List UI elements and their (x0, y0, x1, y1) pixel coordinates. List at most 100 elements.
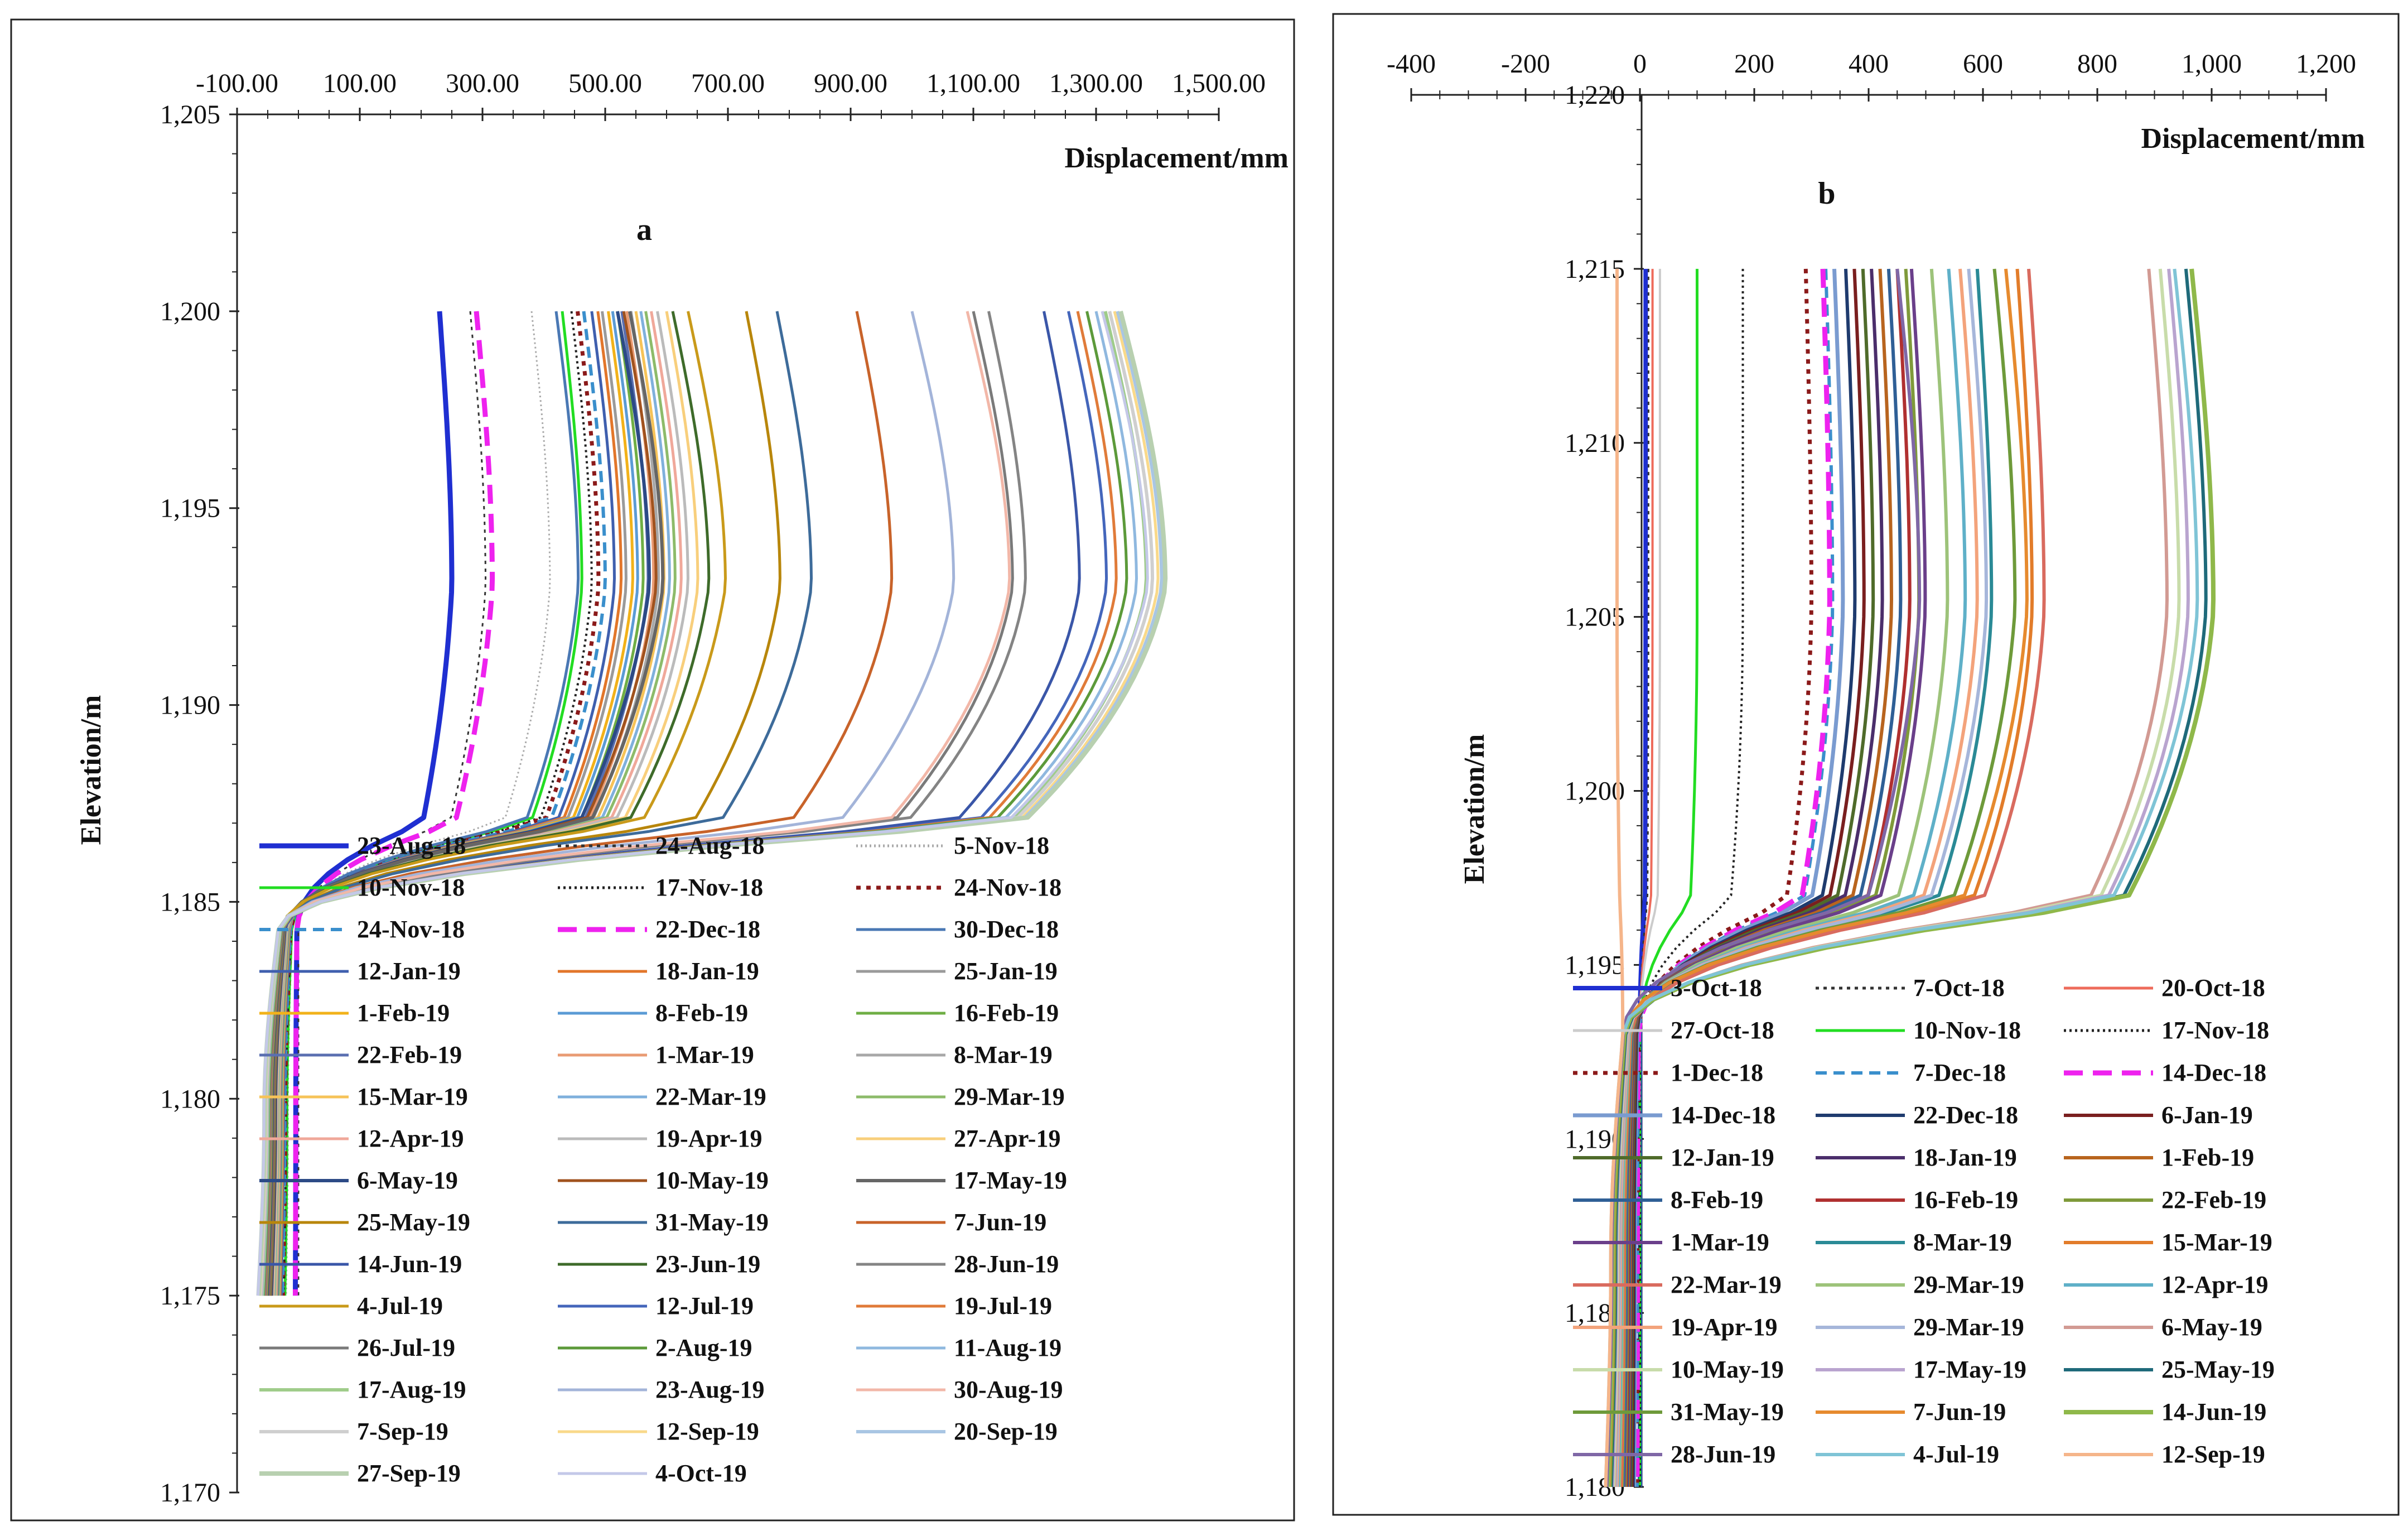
y-tick-label: 1,195 (160, 494, 220, 523)
series-line (1639, 268, 1744, 1487)
legend-label: 12-Jul-19 (655, 1292, 754, 1320)
legend-label: 25-Jan-19 (954, 957, 1058, 985)
legend-label: 7-Jun-19 (954, 1209, 1046, 1236)
legend-label: 12-Jan-19 (357, 957, 461, 985)
legend-label: 7-Sep-19 (357, 1418, 448, 1445)
x-tick-label: -400 (1387, 49, 1436, 79)
legend-label: 29-Mar-19 (954, 1083, 1065, 1110)
legend-label: 24-Nov-18 (357, 916, 465, 943)
legend-label: 18-Jan-19 (1913, 1144, 2017, 1171)
legend-label: 26-Jul-19 (357, 1334, 455, 1361)
legend-label: 12-Sep-19 (655, 1418, 759, 1445)
legend-label: 23-Aug-18 (357, 832, 466, 859)
legend-label: 10-Nov-18 (1913, 1017, 2021, 1044)
legend-label: 18-Jan-19 (655, 957, 759, 985)
legend-label: 1-Mar-19 (655, 1041, 754, 1068)
y-tick-label: 1,195 (1565, 950, 1625, 980)
legend-label: 4-Jul-19 (1913, 1441, 1999, 1468)
series-line (297, 311, 486, 1296)
panel-a-x-axis-title: Displacement/mm (1065, 142, 1289, 174)
chart-panel-b: -400 -200 0 200 400 600 800 1,000 1,200 1,220 1,2… (1332, 13, 2400, 1516)
legend-label: 30-Dec-18 (954, 916, 1059, 943)
legend-label: 10-May-19 (655, 1167, 769, 1194)
legend-label: 8-Feb-19 (1671, 1186, 1763, 1214)
x-tick-label: 1,200 (2296, 49, 2356, 79)
x-tick-label: -100.00 (196, 69, 278, 98)
chart-panel-a: -100.00 100.00 300.00 500.00 700.00 900.00 1,1… (10, 18, 1295, 1522)
legend-label: 6-Jan-19 (2161, 1101, 2253, 1129)
y-tick-label: 1,210 (1565, 429, 1625, 458)
legend-label: 8-Mar-19 (954, 1041, 1053, 1068)
legend-label: 1-Mar-19 (1671, 1229, 1769, 1256)
legend-label: 17-Nov-18 (655, 874, 763, 901)
legend-label: 1-Feb-19 (357, 999, 450, 1027)
series-line (293, 311, 495, 1296)
legend-label: 1-Dec-18 (1671, 1059, 1763, 1086)
legend-label: 5-Nov-18 (954, 832, 1049, 859)
legend-label: 28-Jun-19 (1671, 1441, 1775, 1468)
legend-label: 19-Apr-19 (655, 1125, 762, 1152)
legend-label: 24-Aug-18 (655, 832, 765, 859)
legend-label: 19-Apr-19 (1671, 1313, 1777, 1341)
legend-label: 25-May-19 (2161, 1356, 2275, 1383)
legend-label: 2-Aug-19 (655, 1334, 752, 1361)
y-tick-label: 1,200 (1565, 777, 1625, 806)
y-tick-label: 1,170 (160, 1478, 220, 1508)
legend-label: 27-Apr-19 (954, 1125, 1060, 1152)
legend-label: 3-Oct-18 (1671, 974, 1762, 1002)
series-line (1635, 268, 1813, 1487)
legend-label: 23-Jun-19 (655, 1250, 760, 1278)
legend-label: 6-May-19 (357, 1167, 458, 1194)
legend-label: 17-May-19 (954, 1167, 1067, 1194)
x-tick-label: 300.00 (446, 69, 519, 98)
y-tick-label: 1,175 (160, 1281, 220, 1311)
legend-label: 12-Sep-19 (2161, 1441, 2265, 1468)
x-tick-label: 0 (1633, 49, 1647, 79)
legend-label: 17-May-19 (1913, 1356, 2026, 1383)
legend-label: 1-Feb-19 (2161, 1144, 2254, 1171)
panel-b-x-axis: -400 -200 0 200 400 600 800 1,000 1,200 (1387, 49, 2356, 102)
legend-label: 6-May-19 (2161, 1313, 2262, 1341)
panel-a-x-axis: -100.00 100.00 300.00 500.00 700.00 900.00 1,1… (196, 69, 1266, 121)
panel-a-label: a (636, 213, 652, 247)
legend-label: 27-Oct-18 (1671, 1017, 1774, 1044)
legend-label: 10-Nov-18 (357, 874, 465, 901)
legend-label: 14-Jun-19 (357, 1250, 462, 1278)
legend-label: 29-Mar-19 (1913, 1313, 2024, 1341)
legend-label: 24-Nov-18 (954, 874, 1061, 901)
series-line (1635, 268, 1835, 1487)
legend-label: 17-Aug-19 (357, 1376, 466, 1403)
panel-a-y-axis-title: Elevation/m (75, 695, 107, 845)
legend-label: 22-Mar-19 (655, 1083, 766, 1110)
legend-label: 7-Dec-18 (1913, 1059, 2006, 1086)
legend-label: 29-Mar-19 (1913, 1271, 2024, 1298)
y-tick-label: 1,200 (160, 297, 220, 326)
x-tick-label: 200 (1734, 49, 1774, 79)
panel-b-legend: 3-Oct-18 7-Oct-18 20-Oct-18 27-Oct-18 10-Nov… (1573, 974, 2275, 1468)
legend-label: 27-Sep-19 (357, 1460, 461, 1487)
y-tick-label: 1,185 (160, 887, 220, 917)
legend-label: 22-Dec-18 (1913, 1101, 2018, 1129)
legend-label: 28-Jun-19 (954, 1250, 1059, 1278)
panel-b-x-axis-title: Displacement/mm (2141, 123, 2365, 155)
legend-label: 8-Mar-19 (1913, 1229, 2012, 1256)
legend-label: 11-Aug-19 (954, 1334, 1061, 1361)
panel-a-legend: 23-Aug-18 24-Aug-18 5-Nov-18 10-Nov-18 17-No… (259, 832, 1067, 1487)
legend-label: 22-Dec-18 (655, 916, 760, 943)
legend-label: 16-Feb-19 (1913, 1186, 2018, 1214)
panel-b-label: b (1818, 176, 1835, 211)
y-tick-label: 1,215 (1565, 254, 1625, 284)
legend-label: 12-Apr-19 (357, 1125, 464, 1152)
x-tick-label: 1,000 (2182, 49, 2242, 79)
legend-label: 7-Oct-18 (1913, 974, 2005, 1002)
legend-label: 31-May-19 (1671, 1398, 1784, 1426)
x-tick-label: 1,300.00 (1049, 69, 1143, 98)
x-tick-label: 600 (1963, 49, 2003, 79)
x-tick-label: 700.00 (691, 69, 765, 98)
x-tick-label: 900.00 (814, 69, 887, 98)
y-tick-label: 1,190 (160, 691, 220, 720)
x-tick-label: 500.00 (568, 69, 642, 98)
legend-label: 4-Oct-19 (655, 1460, 747, 1487)
legend-label: 19-Jul-19 (954, 1292, 1052, 1320)
